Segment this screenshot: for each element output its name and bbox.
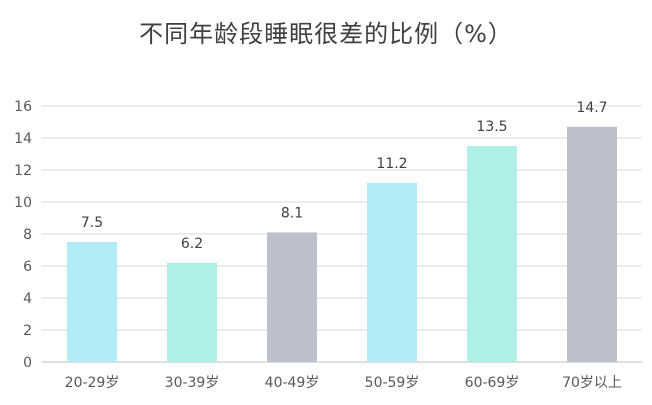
- value-label-2: 6.2: [181, 236, 203, 252]
- y-tick-label: 14: [14, 131, 32, 147]
- value-label-4: 11.2: [376, 156, 407, 172]
- y-tick-label: 12: [14, 163, 32, 179]
- value-label-3: 8.1: [281, 205, 303, 221]
- bar-2: [167, 262, 217, 362]
- y-tick-label: 6: [23, 259, 32, 275]
- bar-5: [467, 146, 517, 362]
- bars: [67, 126, 617, 362]
- x-tick-label-6: 70岁以上: [562, 375, 622, 391]
- y-tick-label: 10: [14, 195, 32, 211]
- value-label-6: 14.7: [576, 100, 607, 116]
- x-tick-label-3: 40-49岁: [265, 375, 320, 391]
- bar-3: [267, 232, 317, 362]
- y-tick-label: 16: [14, 99, 32, 115]
- y-axis-ticks: 0 2 4 6 8 10 12 14 16: [14, 99, 32, 371]
- y-tick-label: 8: [23, 227, 32, 243]
- bar-4: [367, 182, 417, 362]
- chart-title: 不同年龄段睡眠很差的比例（%）: [139, 20, 513, 48]
- bar-1: [67, 242, 117, 362]
- value-label-5: 13.5: [476, 119, 507, 135]
- y-tick-label: 2: [23, 323, 32, 339]
- y-tick-label: 4: [23, 291, 32, 307]
- y-tick-label: 0: [23, 355, 32, 371]
- x-tick-label-1: 20-29岁: [65, 375, 120, 391]
- bar-6: [567, 126, 617, 362]
- x-axis-ticks: 20-29岁 30-39岁 40-49岁 50-59岁 60-69岁 70岁以上: [65, 375, 622, 391]
- value-label-1: 7.5: [81, 215, 103, 231]
- x-tick-label-2: 30-39岁: [165, 375, 220, 391]
- gridlines: [42, 105, 642, 363]
- x-tick-label-4: 50-59岁: [365, 375, 420, 391]
- x-tick-label-5: 60-69岁: [465, 375, 520, 391]
- value-labels: 7.5 6.2 8.1 11.2 13.5 14.7: [81, 100, 608, 252]
